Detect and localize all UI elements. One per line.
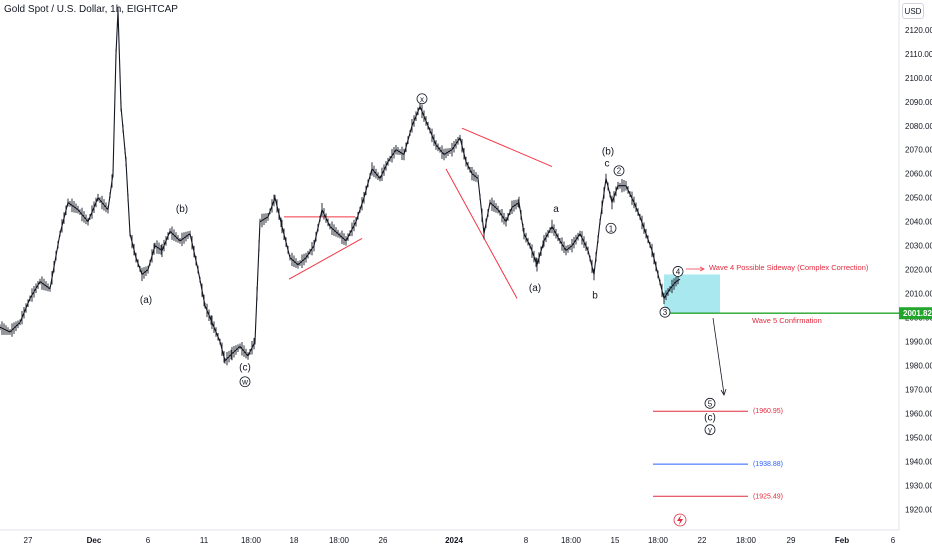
target-label: (1938.88) — [753, 461, 783, 468]
wave-label-circle — [613, 165, 625, 177]
price-line — [0, 10, 681, 362]
wave4-zone-box — [664, 274, 720, 313]
wave-label: x — [420, 95, 424, 104]
y-tick-label: 1960.00 — [905, 410, 932, 419]
trendline — [461, 127, 553, 167]
x-tick-label: Dec — [87, 536, 102, 545]
x-tick-label: Feb — [835, 536, 849, 545]
y-tick-label: 1940.00 — [905, 457, 932, 466]
y-tick-label: 2100.00 — [905, 74, 932, 83]
projection-arrow-head — [720, 388, 727, 396]
wave-label: b — [592, 290, 598, 301]
x-tick-label: 18 — [290, 536, 299, 545]
wave5-label: Wave 5 Confirmation — [752, 316, 822, 325]
y-tick-label: 1970.00 — [905, 386, 932, 395]
wave-label: 2 — [617, 167, 622, 176]
y-tick-label: 2010.00 — [905, 290, 932, 299]
y-tick-label: 2020.00 — [905, 266, 932, 275]
wave-label: a — [553, 204, 559, 215]
x-tick-label: 11 — [200, 536, 209, 545]
y-tick-label: 1980.00 — [905, 362, 932, 371]
y-tick-label: 2080.00 — [905, 122, 932, 131]
wave-label: (c) — [239, 362, 251, 373]
x-tick-label: 2024 — [445, 536, 463, 545]
wave-label: 3 — [663, 308, 668, 317]
current-price-badge — [899, 307, 932, 320]
wave-label: (b) — [602, 147, 614, 158]
wave-label: 1 — [609, 224, 614, 233]
wave-label-circle — [659, 306, 671, 318]
forecast-overlay: 2001.82 Wave 4 Possible Sideway (Complex … — [653, 263, 932, 500]
currency-button[interactable]: USD — [902, 3, 924, 19]
x-tick-label: 18:00 — [329, 536, 350, 545]
trendline — [445, 168, 518, 299]
wave-label: y — [708, 426, 712, 435]
x-tick-label: 22 — [698, 536, 707, 545]
trendline — [288, 238, 363, 280]
chart-title: Gold Spot / U.S. Dollar, 1h, EIGHTCAP — [4, 4, 178, 15]
x-tick-label: 18:00 — [241, 536, 262, 545]
wave-label: 5 — [708, 399, 713, 408]
wave-label-circle — [672, 266, 684, 277]
wave-label-circle — [239, 376, 251, 388]
wave4-label: Wave 4 Possible Sideway (Complex Correct… — [709, 263, 869, 272]
y-tick-label: 1950.00 — [905, 434, 932, 443]
target-label: (1960.95) — [753, 408, 783, 415]
trendlines — [284, 127, 553, 299]
projection-arrow — [712, 317, 725, 395]
current-price-label: 2001.82 — [903, 309, 932, 318]
x-tick-label: 18:00 — [736, 536, 757, 545]
x-tick-label: 27 — [24, 536, 33, 545]
wave4-arrow-head — [699, 266, 705, 272]
wave-label: c — [605, 159, 610, 170]
y-tick-label: 2110.00 — [905, 50, 932, 59]
wave-label-circle — [605, 222, 617, 234]
x-tick-label: 26 — [379, 536, 388, 545]
y-tick-label: 1930.00 — [905, 481, 932, 490]
wave-label: w — [241, 378, 248, 387]
wave-label-circle — [704, 424, 716, 436]
y-tick-label: 2060.00 — [905, 170, 932, 179]
wave-label: (c) — [704, 413, 716, 424]
x-tick-label: 8 — [524, 536, 529, 545]
y-tick-label: 2030.00 — [905, 242, 932, 251]
y-tick-label: 2090.00 — [905, 98, 932, 107]
wave-label-circle — [416, 93, 428, 105]
x-tick-label: 18:00 — [561, 536, 582, 545]
wave-label: 4 — [676, 267, 681, 276]
wave-label-circle — [704, 397, 716, 409]
lightning-bolt — [677, 515, 683, 525]
target-label: (1925.49) — [753, 493, 783, 500]
wave-label: (b) — [176, 204, 188, 215]
wave-label: (a) — [529, 283, 541, 294]
y-tick-label: 2040.00 — [905, 218, 932, 227]
x-tick-label: 29 — [787, 536, 796, 545]
y-tick-label: 2050.00 — [905, 194, 932, 203]
time-axis[interactable]: 27 Dec 6 11 18:00 18 18:00 26 2024 8 18:00 15 18:00 2… — [24, 536, 896, 545]
lightning-icon[interactable] — [673, 513, 687, 527]
x-tick-label: 18:00 — [648, 536, 669, 545]
y-tick-label: 2120.00 — [905, 26, 932, 35]
y-tick-label: 2070.00 — [905, 146, 932, 155]
y-tick-label: 1990.00 — [905, 338, 932, 347]
y-tick-label: 1920.00 — [905, 505, 932, 514]
price-series — [0, 6, 681, 366]
x-tick-label: 15 — [611, 536, 620, 545]
wave-label: (a) — [140, 295, 152, 306]
x-tick-label: 6 — [891, 536, 896, 545]
x-tick-label: 6 — [146, 536, 151, 545]
